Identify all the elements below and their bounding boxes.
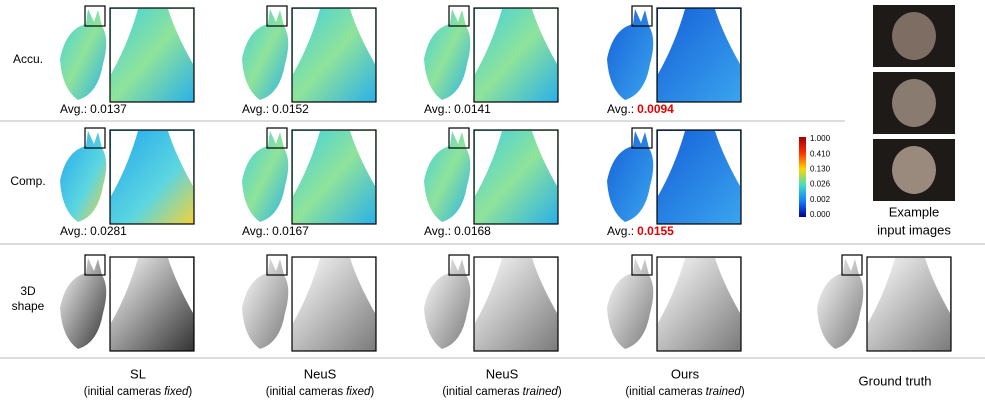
input-image-dragon — [892, 79, 936, 127]
note-text: (initial cameras — [84, 386, 162, 398]
colorbar-tick: 0.026 — [810, 180, 831, 189]
average-label: Avg.: — [424, 102, 451, 116]
note-emphasis: fixed — [346, 386, 371, 398]
average-label: Avg.: — [607, 224, 634, 238]
average-text: Avg.:0.0168 — [424, 224, 491, 238]
row-label: shape — [12, 299, 45, 313]
average-value: 0.0137 — [90, 102, 127, 116]
dragon — [60, 258, 106, 349]
note-text: (initial cameras — [266, 386, 344, 398]
average-label: Avg.: — [60, 102, 87, 116]
dragon — [242, 258, 288, 349]
average-label: Avg.: — [60, 224, 87, 238]
note-emphasis: trained — [706, 386, 742, 398]
average-value: 0.0141 — [454, 102, 491, 116]
row-label: Comp. — [10, 174, 45, 188]
note-emphasis: trained — [523, 386, 559, 398]
average-text: Avg.:0.0155 — [607, 224, 674, 238]
dragon — [424, 258, 470, 349]
dragon — [607, 9, 653, 100]
average-label: Avg.: — [242, 224, 269, 238]
dragon — [60, 9, 106, 100]
average-value: 0.0167 — [272, 224, 309, 238]
average-text: Avg.:0.0141 — [424, 102, 491, 116]
average-text: Avg.:0.0137 — [60, 102, 127, 116]
average-value: 0.0168 — [454, 224, 491, 238]
figure: Accu. Comp. 3D shape Example input image… — [0, 0, 985, 401]
dragon — [242, 9, 288, 100]
note-text: ) — [741, 386, 745, 398]
input-image-dragon — [892, 12, 936, 60]
average-value: 0.0152 — [272, 102, 309, 116]
dragon — [607, 258, 653, 349]
dragon — [424, 131, 470, 222]
note-text: ) — [370, 386, 374, 398]
note-text: (initial cameras — [442, 386, 520, 398]
average-text: Avg.:0.0152 — [242, 102, 309, 116]
row-label: Accu. — [13, 52, 43, 66]
column-title: Ground truth — [859, 373, 932, 388]
average-label: Avg.: — [242, 102, 269, 116]
dragon — [607, 131, 653, 222]
dragon — [242, 131, 288, 222]
colorbar-tick: 0.130 — [810, 165, 831, 174]
dragon — [817, 258, 863, 349]
average-label: Avg.: — [607, 102, 634, 116]
example-label: Example — [889, 204, 940, 219]
column-title: NeuS — [486, 366, 519, 381]
average-value: 0.0155 — [637, 224, 674, 238]
colorbar-tick: 0.002 — [810, 195, 831, 204]
column-title: NeuS — [304, 366, 337, 381]
row-label: 3D — [20, 284, 36, 298]
colorbar-tick: 0.000 — [810, 210, 831, 219]
note-text: ) — [558, 386, 562, 398]
note-emphasis: fixed — [164, 386, 189, 398]
note-text: ) — [188, 386, 192, 398]
average-label: Avg.: — [424, 224, 451, 238]
colorbar — [799, 137, 806, 217]
average-value: 0.0281 — [90, 224, 127, 238]
average-value: 0.0094 — [637, 102, 674, 116]
average-text: Avg.:0.0167 — [242, 224, 309, 238]
average-text: Avg.:0.0281 — [60, 224, 127, 238]
colorbar-tick: 0.410 — [810, 149, 831, 158]
colorbar-tick: 1.000 — [810, 134, 831, 143]
column-title: SL — [130, 366, 146, 381]
example-label: input images — [877, 222, 951, 237]
dragon — [424, 9, 470, 100]
dragon — [60, 131, 106, 222]
average-text: Avg.:0.0094 — [607, 102, 674, 116]
column-title: Ours — [671, 366, 700, 381]
input-image-dragon — [892, 146, 936, 194]
note-text: (initial cameras — [625, 386, 703, 398]
